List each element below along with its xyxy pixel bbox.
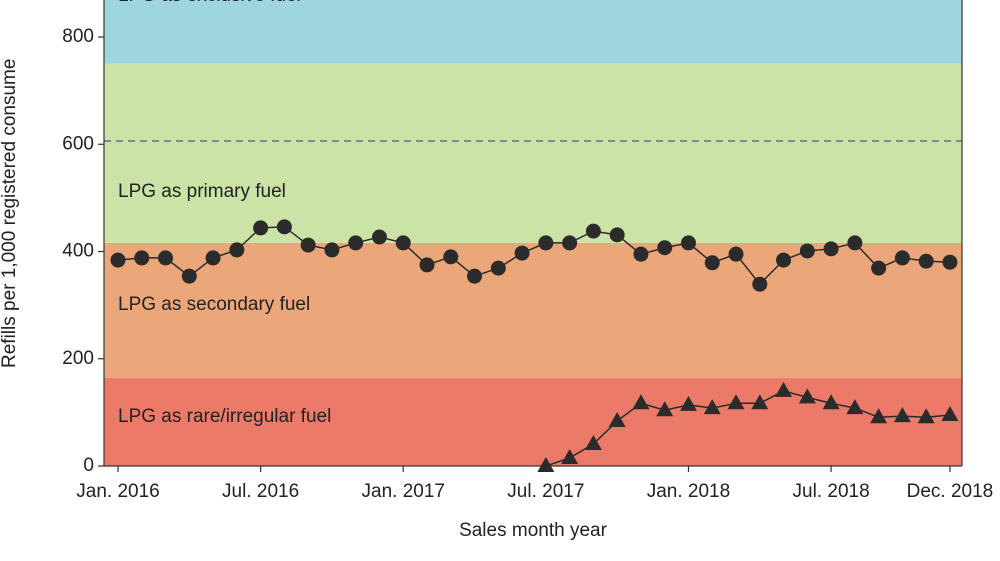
circle-marker [514, 245, 530, 261]
triangle-marker [917, 408, 935, 424]
circle-marker [276, 219, 292, 235]
circle-marker [134, 250, 150, 266]
circle-marker [752, 276, 768, 292]
circle-marker [585, 223, 601, 239]
circle-marker [633, 246, 649, 262]
x-tick-label: Jul. 2016 [222, 481, 299, 502]
circle-marker [348, 235, 364, 251]
triangle-marker [608, 411, 626, 427]
circle-marker [942, 254, 958, 270]
triangle-marker [822, 394, 840, 410]
triangle-marker [798, 388, 816, 404]
circle-marker [918, 253, 934, 269]
circle-marker [728, 246, 744, 262]
band [104, 242, 962, 379]
triangle-marker [632, 394, 650, 410]
circle-marker [609, 227, 625, 243]
y-axis-title: Refills per 1,000 registered consume [0, 59, 20, 368]
x-tick-label: Jul. 2018 [793, 481, 870, 502]
circle-marker [253, 220, 269, 236]
triangle-marker [584, 435, 602, 451]
circle-marker [823, 241, 839, 257]
x-tick-label: Jan. 2017 [362, 481, 445, 502]
triangle-marker [727, 394, 745, 410]
band [104, 0, 962, 64]
circle-marker [419, 257, 435, 273]
triangle-marker [870, 408, 888, 424]
y-tick-label: 200 [62, 348, 94, 369]
band [104, 378, 962, 466]
triangle-marker [846, 399, 864, 415]
y-tick-label: 600 [62, 133, 94, 154]
circle-marker [205, 250, 221, 266]
x-tick-label: Dec. 2018 [907, 481, 994, 502]
circle-marker [443, 249, 459, 265]
y-tick-label: 400 [62, 241, 94, 262]
triangle-marker [679, 395, 697, 411]
band-label: LPG as exclusive fuel [118, 0, 301, 6]
circle-marker [395, 235, 411, 251]
circle-marker [657, 240, 673, 256]
triangle-marker [703, 399, 721, 415]
x-tick-label: Jul. 2017 [507, 481, 584, 502]
circle-marker [894, 250, 910, 266]
circle-marker [847, 235, 863, 251]
circle-marker [181, 268, 197, 284]
circle-marker [799, 243, 815, 259]
circle-marker [300, 237, 316, 253]
triangle-marker [751, 394, 769, 410]
circle-marker [467, 268, 483, 284]
triangle-marker [656, 401, 674, 417]
triangle-marker [893, 407, 911, 423]
circle-marker [110, 252, 126, 268]
triangle-marker [941, 406, 959, 422]
band-label: LPG as secondary fuel [118, 294, 310, 315]
circle-marker [371, 229, 387, 245]
band-label: LPG as primary fuel [118, 181, 286, 202]
band-label: LPG as rare/irregular fuel [118, 406, 331, 427]
x-tick-label: Jan. 2018 [647, 481, 730, 502]
circle-marker [490, 260, 506, 276]
y-tick-label: 0 [83, 455, 94, 476]
circle-marker [538, 235, 554, 251]
triangle-marker [561, 448, 579, 464]
circle-marker [562, 235, 578, 251]
circle-marker [871, 260, 887, 276]
circle-marker [158, 250, 174, 266]
band [104, 63, 962, 243]
circle-marker [776, 252, 792, 268]
circle-marker [324, 242, 340, 258]
triangle-marker [775, 381, 793, 397]
circle-marker [680, 235, 696, 251]
x-tick-label: Jan. 2016 [76, 481, 159, 502]
x-axis-title: Sales month year [459, 520, 608, 541]
y-tick-label: 800 [62, 26, 94, 47]
circle-marker [229, 242, 245, 258]
circle-marker [704, 255, 720, 271]
triangle-marker [537, 457, 555, 472]
